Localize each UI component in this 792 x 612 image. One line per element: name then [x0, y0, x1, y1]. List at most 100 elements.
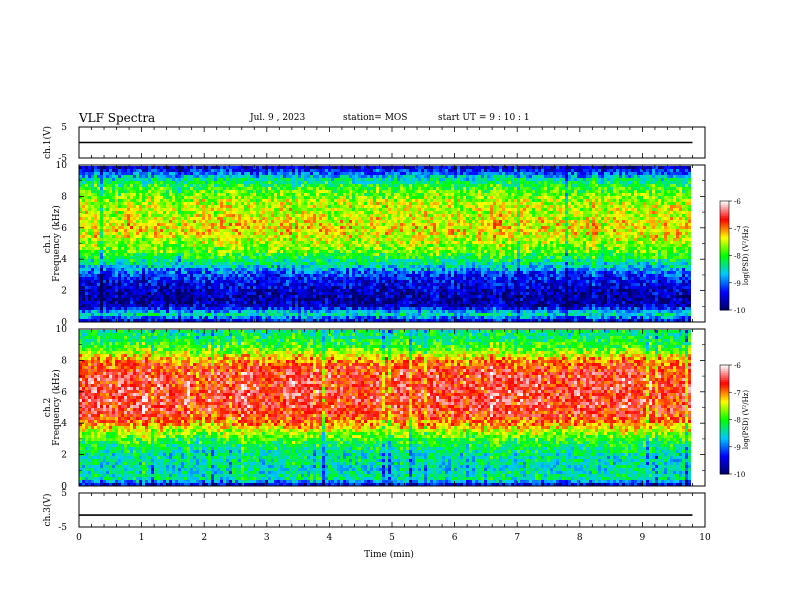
spectrogram-cell: [268, 289, 271, 292]
spectrogram-cell: [157, 310, 160, 313]
spectrogram-cell: [265, 193, 268, 196]
spectrogram-cell: [97, 265, 100, 268]
spectrogram-cell: [124, 286, 127, 289]
spectrogram-cell: [301, 265, 304, 268]
spectrogram-cell: [289, 235, 292, 238]
spectrogram-cell: [112, 229, 115, 232]
spectrogram-cell: [127, 253, 130, 256]
spectrogram-cell: [229, 205, 232, 208]
spectrogram-cell: [223, 262, 226, 265]
spectrogram-cell: [133, 205, 136, 208]
spectrogram-cell: [358, 244, 361, 247]
spectrogram-cell: [112, 202, 115, 205]
spectrogram-cell: [265, 202, 268, 205]
spectrogram-cell: [178, 211, 181, 214]
spectrogram-cell: [172, 241, 175, 244]
y-axis-label: ch.1(V): [42, 126, 53, 159]
spectrogram-cell: [139, 262, 142, 265]
spectrogram-cell: [310, 268, 313, 271]
spectrogram-cell: [106, 301, 109, 304]
spectrogram-cell: [307, 205, 310, 208]
spectrogram-cell: [283, 316, 286, 319]
spectrogram-cell: [259, 262, 262, 265]
spectrogram-cell: [319, 268, 322, 271]
spectrogram-cell: [124, 205, 127, 208]
spectrogram-cell: [208, 307, 211, 310]
spectrogram-cell: [205, 262, 208, 265]
spectrogram-cell: [322, 193, 325, 196]
spectrogram-cell: [244, 229, 247, 232]
spectrogram-cell: [154, 292, 157, 295]
spectrogram-cell: [187, 229, 190, 232]
spectrogram-cell: [346, 235, 349, 238]
spectrogram-cell: [178, 235, 181, 238]
spectrogram-cell: [253, 307, 256, 310]
spectrogram-cell: [238, 193, 241, 196]
spectrogram-cell: [118, 298, 121, 301]
spectrogram-cell: [262, 304, 265, 307]
spectrogram-cell: [256, 241, 259, 244]
spectrogram-cell: [250, 268, 253, 271]
spectrogram-cell: [253, 175, 256, 178]
spectrogram-cell: [160, 208, 163, 211]
spectrogram-cell: [292, 298, 295, 301]
spectrogram-cell: [118, 289, 121, 292]
spectrogram-cell: [310, 205, 313, 208]
spectrogram-cell: [262, 172, 265, 175]
spectrogram-cell: [277, 307, 280, 310]
spectrogram-cell: [187, 271, 190, 274]
spectrogram-cell: [295, 172, 298, 175]
spectrogram-cell: [235, 316, 238, 319]
spectrogram-cell: [232, 217, 235, 220]
spectrogram-cell: [190, 301, 193, 304]
spectrogram-cell: [193, 250, 196, 253]
spectrogram-cell: [250, 307, 253, 310]
spectrogram-cell: [88, 193, 91, 196]
spectrogram-cell: [91, 244, 94, 247]
spectrogram-cell: [103, 229, 106, 232]
spectrogram-cell: [142, 244, 145, 247]
spectrogram-cell: [172, 277, 175, 280]
spectrogram-cell: [184, 262, 187, 265]
spectrogram-cell: [235, 286, 238, 289]
spectrogram-cell: [286, 202, 289, 205]
spectrogram-cell: [121, 304, 124, 307]
spectrogram-cell: [157, 262, 160, 265]
spectrogram-cell: [82, 307, 85, 310]
spectrogram-cell: [355, 217, 358, 220]
spectrogram-cell: [304, 202, 307, 205]
spectrogram-cell: [340, 313, 343, 316]
spectrogram-cell: [271, 232, 274, 235]
spectrogram-cell: [322, 220, 325, 223]
spectrogram-cell: [292, 244, 295, 247]
spectrogram-cell: [262, 253, 265, 256]
spectrogram-cell: [127, 244, 130, 247]
spectrogram-cell: [334, 217, 337, 220]
spectrogram-cell: [154, 310, 157, 313]
spectrogram-cell: [355, 295, 358, 298]
spectrogram-cell: [175, 292, 178, 295]
spectrogram-cell: [328, 298, 331, 301]
spectrogram-cell: [226, 244, 229, 247]
spectrogram-cell: [163, 220, 166, 223]
spectrogram-cell: [139, 307, 142, 310]
spectrogram-cell: [313, 226, 316, 229]
spectrogram-cell: [175, 271, 178, 274]
spectrogram-cell: [175, 211, 178, 214]
spectrogram-cell: [298, 301, 301, 304]
spectrogram-cell: [265, 247, 268, 250]
spectrogram-cell: [118, 283, 121, 286]
spectrogram-cell: [355, 259, 358, 262]
spectrogram-cell: [160, 229, 163, 232]
spectrogram-cell: [256, 223, 259, 226]
spectrogram-cell: [349, 313, 352, 316]
spectrogram-cell: [214, 199, 217, 202]
spectrogram-cell: [280, 265, 283, 268]
spectrogram-cell: [127, 313, 130, 316]
spectrogram-cell: [205, 265, 208, 268]
spectrogram-cell: [127, 265, 130, 268]
spectrogram-cell: [193, 241, 196, 244]
spectrogram-cell: [289, 229, 292, 232]
spectrogram-cell: [136, 244, 139, 247]
spectrogram-cell: [298, 199, 301, 202]
